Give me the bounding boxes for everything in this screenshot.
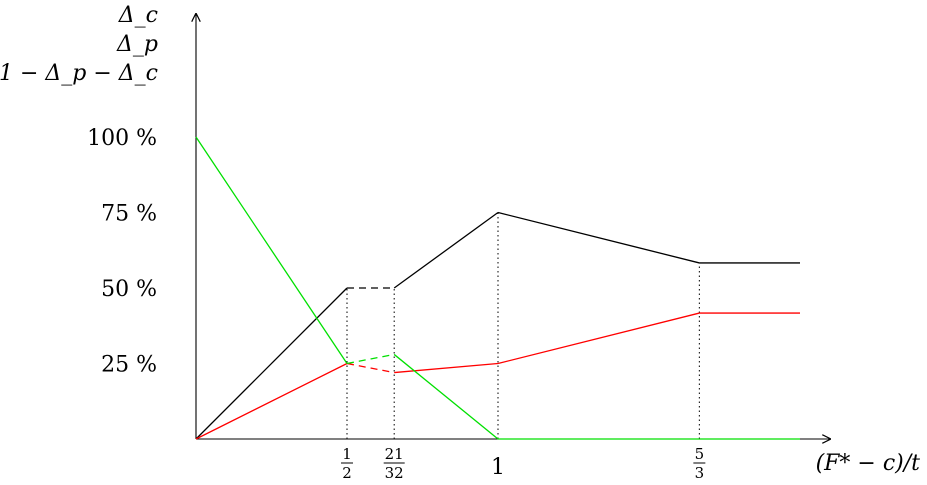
y-tick-labels: 25 % 50 % 75 % 100 % (87, 126, 157, 378)
x-tick-fraction: 12 (341, 445, 353, 482)
series-line (195, 211, 800, 440)
series-segment (195, 362, 348, 440)
x-tick-denominator: 3 (695, 464, 705, 482)
y-tick-label: 25 % (101, 353, 157, 378)
guide-lines (346, 212, 700, 439)
x-tick-denominator: 2 (342, 464, 352, 482)
x-tick-denominator: 32 (385, 464, 404, 482)
series-segment (195, 136, 348, 364)
x-tick-label: 1 (491, 455, 505, 480)
x-tick-numerator: 1 (342, 445, 352, 463)
series-segment (393, 353, 499, 440)
y-tick-label: 50 % (101, 277, 157, 302)
x-tick-numerator: 21 (385, 445, 404, 463)
x-axis-label: (F* − c)/t (816, 451, 921, 476)
series-segment (346, 353, 395, 365)
series-segment (394, 362, 499, 374)
y-tick-label: 100 % (87, 126, 157, 151)
series-segment (497, 312, 700, 365)
series-line (195, 312, 800, 440)
series-line (195, 136, 800, 440)
x-tick-fraction: 53 (693, 445, 706, 482)
legend-item-delta-c: Δ_c (118, 3, 158, 28)
series-segment (346, 362, 395, 374)
legend-item-delta-p: Δ_p (116, 32, 158, 57)
series-segment (195, 287, 348, 440)
x-tick-numerator: 5 (695, 445, 705, 463)
y-tick-label: 75 % (101, 202, 157, 227)
series-segment (497, 211, 700, 264)
legend-item-green-share: 1 − Δ_p − Δ_c (0, 61, 158, 86)
series-lines (195, 136, 800, 440)
series-segment (393, 211, 499, 289)
legend: Δ_c Δ_p 1 − Δ_p − Δ_c (0, 3, 158, 86)
